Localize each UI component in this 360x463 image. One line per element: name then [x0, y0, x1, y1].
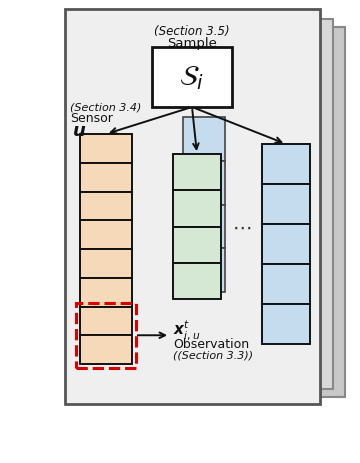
Text: $\boldsymbol{u}$: $\boldsymbol{u}$	[72, 122, 86, 140]
Bar	[173, 191, 221, 227]
Text: (Section 3.4): (Section 3.4)	[70, 103, 141, 113]
Bar	[80, 250, 132, 278]
Bar	[262, 304, 310, 344]
Bar	[196, 169, 236, 208]
Bar	[185, 28, 345, 397]
Bar	[196, 92, 236, 131]
Text: Sensor: Sensor	[70, 111, 113, 124]
Text: $\mathcal{S}_i$: $\mathcal{S}_i$	[179, 64, 204, 92]
Bar	[80, 163, 132, 192]
Bar	[262, 264, 310, 304]
Bar	[173, 263, 221, 300]
Bar	[80, 221, 132, 250]
Bar	[173, 155, 221, 191]
Bar	[262, 225, 310, 264]
Text: (Section 3.5): (Section 3.5)	[154, 25, 230, 38]
Bar	[262, 144, 310, 185]
Text: $\boldsymbol{x}^t_{i,u}$: $\boldsymbol{x}^t_{i,u}$	[173, 318, 200, 341]
Bar	[80, 135, 132, 163]
Bar	[76, 303, 136, 368]
Bar	[262, 185, 310, 225]
Bar	[196, 208, 236, 246]
Bar	[152, 48, 232, 108]
Bar	[173, 227, 221, 263]
Bar	[80, 336, 132, 364]
Text: Observation: Observation	[173, 337, 249, 350]
Bar	[80, 278, 132, 307]
Bar	[183, 118, 225, 162]
Bar	[196, 131, 236, 169]
Text: $\cdots$: $\cdots$	[232, 218, 251, 237]
Bar	[183, 162, 225, 205]
Bar	[183, 205, 225, 249]
Text: Sample: Sample	[167, 37, 217, 50]
Bar	[80, 192, 132, 221]
Bar	[183, 249, 225, 292]
Bar	[65, 10, 320, 404]
Bar	[173, 20, 333, 389]
Text: ((Section 3.3)): ((Section 3.3))	[173, 350, 253, 359]
Bar	[80, 307, 132, 336]
